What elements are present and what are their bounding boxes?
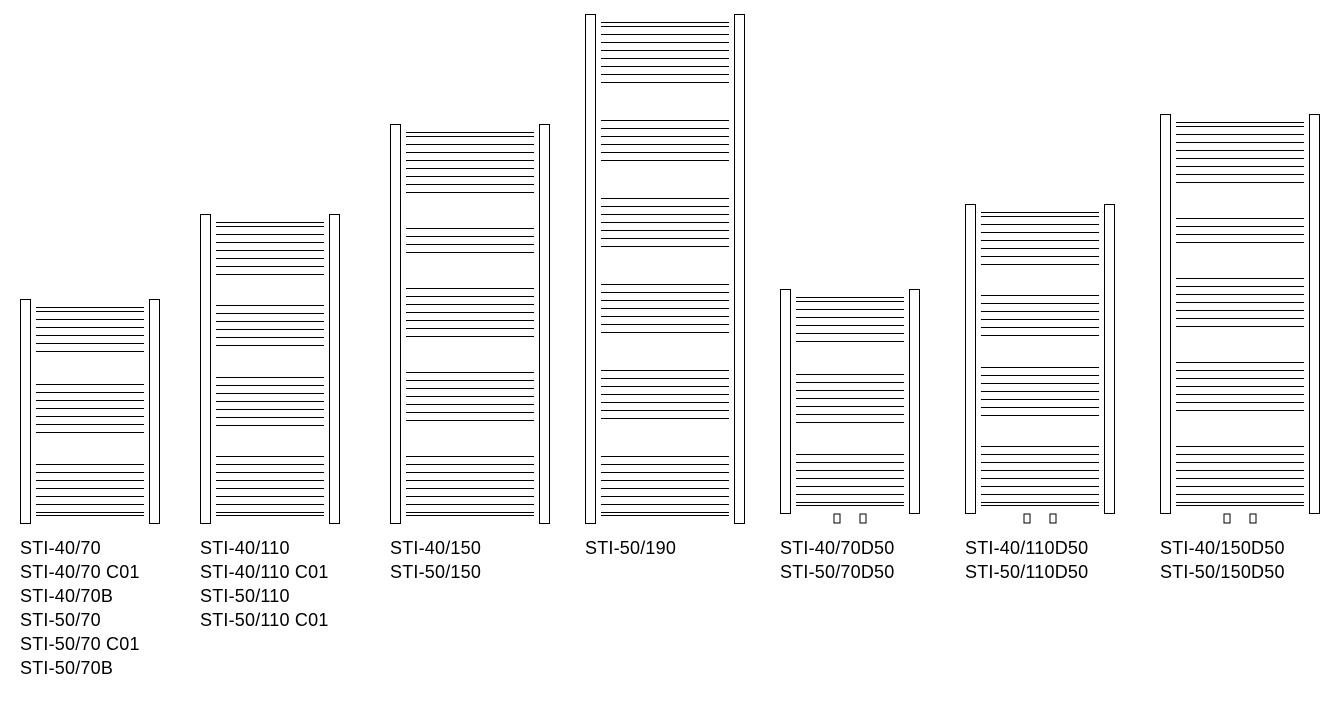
label-list: STI-40/70STI-40/70 C01STI-40/70BSTI-50/7… xyxy=(20,536,140,680)
label-list: STI-40/110STI-40/110 C01STI-50/110STI-50… xyxy=(200,536,329,632)
model-label: STI-40/110 xyxy=(200,536,329,560)
radiator-r7: STI-40/150D50STI-50/150D50 xyxy=(1160,114,1320,584)
model-label: STI-50/70 C01 xyxy=(20,632,140,656)
model-label: STI-40/110D50 xyxy=(965,536,1088,560)
model-label: STI-50/110 C01 xyxy=(200,608,329,632)
model-label: STI-50/70 xyxy=(20,608,140,632)
radiator-drawing xyxy=(20,299,160,524)
model-label: STI-40/70D50 xyxy=(780,536,894,560)
radiator-r6: STI-40/110D50STI-50/110D50 xyxy=(965,204,1115,584)
radiator-drawing xyxy=(200,214,340,524)
radiator-r1: STI-40/70STI-40/70 C01STI-40/70BSTI-50/7… xyxy=(20,299,160,680)
label-list: STI-50/190 xyxy=(585,536,676,560)
model-label: STI-50/150D50 xyxy=(1160,560,1285,584)
label-list: STI-40/70D50STI-50/70D50 xyxy=(780,536,894,584)
model-label: STI-50/150 xyxy=(390,560,481,584)
model-label: STI-40/150D50 xyxy=(1160,536,1285,560)
model-label: STI-50/110 xyxy=(200,584,329,608)
label-list: STI-40/110D50STI-50/110D50 xyxy=(965,536,1088,584)
label-list: STI-40/150D50STI-50/150D50 xyxy=(1160,536,1285,584)
label-list: STI-40/150STI-50/150 xyxy=(390,536,481,584)
radiator-drawing xyxy=(585,14,745,524)
radiator-r4: STI-50/190 xyxy=(585,14,745,560)
radiator-drawing xyxy=(1160,114,1320,524)
radiator-r3: STI-40/150STI-50/150 xyxy=(390,124,550,584)
model-label: STI-50/110D50 xyxy=(965,560,1088,584)
model-label: STI-50/70B xyxy=(20,656,140,680)
diagram-canvas: STI-40/70STI-40/70 C01STI-40/70BSTI-50/7… xyxy=(0,0,1339,718)
radiator-drawing xyxy=(965,204,1115,524)
radiator-r2: STI-40/110STI-40/110 C01STI-50/110STI-50… xyxy=(200,214,340,632)
radiator-r5: STI-40/70D50STI-50/70D50 xyxy=(780,289,920,584)
model-label: STI-50/190 xyxy=(585,536,676,560)
model-label: STI-50/70D50 xyxy=(780,560,894,584)
model-label: STI-40/70 xyxy=(20,536,140,560)
radiator-drawing xyxy=(390,124,550,524)
model-label: STI-40/70B xyxy=(20,584,140,608)
radiator-drawing xyxy=(780,289,920,524)
model-label: STI-40/110 C01 xyxy=(200,560,329,584)
model-label: STI-40/70 C01 xyxy=(20,560,140,584)
model-label: STI-40/150 xyxy=(390,536,481,560)
